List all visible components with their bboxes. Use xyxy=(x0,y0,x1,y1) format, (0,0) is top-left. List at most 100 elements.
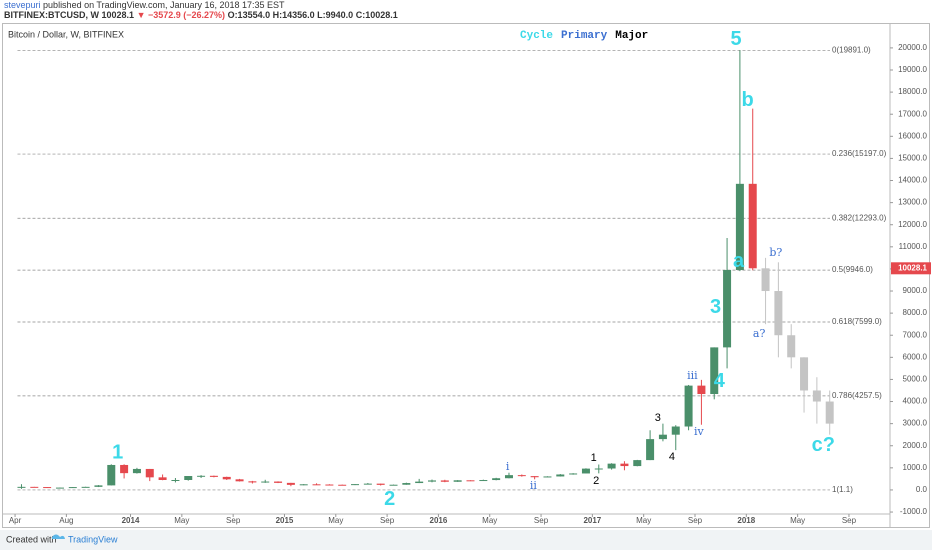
fib-label: 0(19891.0) xyxy=(832,45,871,54)
footer-logo xyxy=(52,534,65,539)
candle-body xyxy=(415,481,424,484)
x-tick-label: Sep xyxy=(842,516,857,525)
candle-body xyxy=(363,483,372,485)
candle-body xyxy=(30,486,39,488)
candle-body xyxy=(171,479,180,481)
candle-body xyxy=(530,476,539,478)
footer-brand[interactable]: TradingView xyxy=(68,534,118,544)
candle-body xyxy=(145,468,154,478)
candle-body xyxy=(620,463,629,467)
candle-body xyxy=(492,478,501,481)
candle-body xyxy=(68,487,77,489)
candle-body xyxy=(222,476,231,480)
candle-body xyxy=(389,484,398,486)
y-tick-label: 18000.0 xyxy=(898,87,927,96)
candle-body xyxy=(440,480,449,482)
y-tick-label: 16000.0 xyxy=(898,131,927,140)
candle-body xyxy=(466,480,475,482)
x-tick-label: Sep xyxy=(380,516,395,525)
candle-body xyxy=(107,464,116,486)
y-tick-label: 7000.0 xyxy=(903,330,928,339)
candle-body xyxy=(812,390,821,402)
candle-body xyxy=(671,426,680,435)
y-tick-label: 13000.0 xyxy=(898,198,927,207)
candle-body xyxy=(569,473,578,475)
wave-label: iv xyxy=(694,425,705,438)
symbol-line: BITFINEX:BTCUSD, W 10028.1 ▼ −3572.9 (−2… xyxy=(4,10,398,20)
candle-body xyxy=(594,468,603,470)
candle-body xyxy=(723,270,732,348)
x-tick-label: Sep xyxy=(226,516,241,525)
candle-body xyxy=(325,484,334,486)
y-tick-label: 0.0 xyxy=(916,485,928,494)
close: C:10028.1 xyxy=(356,10,398,20)
candle-body xyxy=(197,475,206,477)
candle-body xyxy=(697,385,706,395)
x-tick-label: 2017 xyxy=(583,516,601,525)
chart-title: Bitcoin / Dollar, W, BITFINEX xyxy=(8,29,124,39)
candle-body xyxy=(684,385,693,427)
candle-body xyxy=(402,483,411,485)
change: ▼ −3572.9 (−26.27%) xyxy=(137,10,225,20)
x-tick-label: Sep xyxy=(534,516,549,525)
fib-label: 0.786(4257.5) xyxy=(832,391,882,400)
x-tick-label: 2018 xyxy=(737,516,755,525)
candle-body xyxy=(658,434,667,440)
fib-label: 0.5(9946.0) xyxy=(832,265,873,274)
y-tick-label: 5000.0 xyxy=(903,375,928,384)
x-tick-label: May xyxy=(482,516,497,525)
candle-body xyxy=(479,480,488,482)
fib-label: 0.382(12293.0) xyxy=(832,213,887,222)
last-price: 10028.1 xyxy=(102,10,135,20)
y-tick-label: 12000.0 xyxy=(898,220,927,229)
candle-body xyxy=(209,475,218,477)
candle-body xyxy=(235,479,244,482)
candle-body xyxy=(94,485,103,487)
candle-body xyxy=(761,268,770,292)
published: published on TradingView.com, January 16… xyxy=(43,0,285,10)
wave-label: c? xyxy=(812,434,835,456)
x-tick-label: 2015 xyxy=(276,516,294,525)
candle-body xyxy=(17,486,26,488)
y-tick-label: 1000.0 xyxy=(903,463,928,472)
candle-body xyxy=(504,475,513,479)
wave-label: 2 xyxy=(384,488,395,510)
candle-body xyxy=(158,477,167,480)
candle-body xyxy=(825,401,834,424)
wave-label: 5 xyxy=(730,28,741,50)
wave-label: b? xyxy=(769,246,782,259)
y-tick-label: 4000.0 xyxy=(903,397,928,406)
wave-label: 1 xyxy=(112,441,123,463)
candle-body xyxy=(710,347,719,395)
y-tick-label: 15000.0 xyxy=(898,154,927,163)
y-tick-label: 6000.0 xyxy=(903,352,928,361)
candle-body xyxy=(261,481,270,483)
legend: Cycle Primary Major xyxy=(520,30,648,42)
candle-body xyxy=(748,183,757,269)
x-tick-label: Apr xyxy=(9,516,22,525)
candle-body xyxy=(517,475,526,477)
last-price-label: 10028.1 xyxy=(898,263,927,272)
wave-label: i xyxy=(506,460,510,473)
candle-body xyxy=(607,463,616,469)
x-tick-label: 2016 xyxy=(430,516,448,525)
candle-body xyxy=(787,335,796,358)
y-tick-label: 3000.0 xyxy=(903,419,928,428)
wave-label: b xyxy=(741,89,753,111)
y-tick-label: 11000.0 xyxy=(899,242,928,251)
legend-entry: Major xyxy=(615,30,648,42)
footer-text: Created with xyxy=(6,534,57,544)
candle-body xyxy=(351,484,360,486)
high: H:14356.0 xyxy=(273,10,315,20)
candle-body xyxy=(286,482,295,485)
wave-label: a xyxy=(733,250,745,272)
wave-label: 3 xyxy=(710,296,721,318)
symbol: BITFINEX:BTCUSD, W xyxy=(4,10,99,20)
wave-label: a? xyxy=(753,327,766,340)
header-line: stevepuri published on TradingView.com, … xyxy=(4,0,285,10)
x-tick-label: May xyxy=(328,516,343,525)
wave-label: 4 xyxy=(669,451,675,463)
author[interactable]: stevepuri xyxy=(4,0,41,10)
